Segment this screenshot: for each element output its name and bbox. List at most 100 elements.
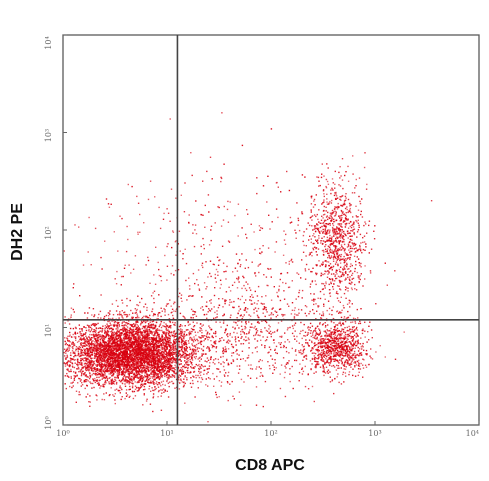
event-point <box>159 357 160 358</box>
event-point <box>85 388 86 389</box>
event-point <box>90 376 91 377</box>
event-point <box>168 352 169 353</box>
event-point <box>127 344 128 345</box>
event-point <box>114 367 115 368</box>
event-point <box>107 378 108 379</box>
event-point <box>183 382 184 383</box>
event-point <box>92 352 93 353</box>
event-point <box>192 380 193 381</box>
event-point <box>125 350 126 351</box>
event-point <box>158 382 159 383</box>
event-point <box>148 354 149 355</box>
event-point <box>137 358 138 359</box>
event-point <box>154 350 155 351</box>
event-point <box>131 324 132 325</box>
event-point <box>167 339 168 340</box>
event-point <box>137 341 138 342</box>
event-point <box>162 342 163 343</box>
event-point <box>126 345 127 346</box>
event-point <box>160 323 161 324</box>
event-point <box>109 383 110 384</box>
event-point <box>199 373 200 374</box>
event-point <box>122 396 123 397</box>
event-point <box>82 355 83 356</box>
event-point <box>144 334 145 335</box>
event-point <box>81 379 82 380</box>
event-point <box>184 331 185 332</box>
event-point <box>173 318 174 319</box>
event-point <box>148 334 149 335</box>
event-point <box>154 338 155 339</box>
event-point <box>80 370 81 371</box>
event-point <box>137 327 138 328</box>
event-point <box>153 365 154 366</box>
event-point <box>91 363 92 364</box>
event-point <box>160 385 161 386</box>
event-point <box>178 344 179 345</box>
event-point <box>108 348 109 349</box>
event-point <box>145 341 146 342</box>
event-point <box>175 336 176 337</box>
event-point <box>91 328 92 329</box>
event-point <box>131 372 132 373</box>
event-point <box>193 371 194 372</box>
event-point <box>138 305 139 306</box>
event-point <box>159 312 160 313</box>
event-point <box>133 323 134 324</box>
event-point <box>193 340 194 341</box>
event-point <box>141 341 142 342</box>
event-point <box>143 359 144 360</box>
event-point <box>115 364 116 365</box>
event-point <box>151 344 152 345</box>
event-point <box>119 358 120 359</box>
event-point <box>97 345 98 346</box>
event-point <box>116 310 117 311</box>
event-point <box>73 371 74 372</box>
event-point <box>156 350 157 351</box>
event-point <box>189 338 190 339</box>
event-point <box>149 352 150 353</box>
event-point <box>162 384 163 385</box>
event-point <box>166 334 167 335</box>
event-point <box>125 352 126 353</box>
event-point <box>69 386 70 387</box>
event-point <box>116 370 117 371</box>
event-point <box>103 350 104 351</box>
event-point <box>75 359 76 360</box>
event-point <box>167 325 168 326</box>
event-point <box>88 341 89 342</box>
event-point <box>112 374 113 375</box>
event-point <box>112 345 113 346</box>
event-point <box>163 358 164 359</box>
event-point <box>80 344 81 345</box>
event-point <box>112 340 113 341</box>
event-point <box>125 386 126 387</box>
event-point <box>82 371 83 372</box>
event-point <box>184 364 185 365</box>
event-point <box>124 314 125 315</box>
event-point <box>200 381 201 382</box>
event-point <box>138 377 139 378</box>
event-point <box>154 376 155 377</box>
event-point <box>126 392 127 393</box>
event-point <box>135 317 136 318</box>
event-point <box>82 384 83 385</box>
event-point <box>166 380 167 381</box>
event-point <box>112 370 113 371</box>
event-point <box>143 376 144 377</box>
event-point <box>167 329 168 330</box>
event-point <box>102 328 103 329</box>
event-point <box>112 350 113 351</box>
event-point <box>82 350 83 351</box>
event-point <box>142 381 143 382</box>
event-point <box>74 367 75 368</box>
event-point <box>132 391 133 392</box>
event-point <box>192 349 193 350</box>
event-point <box>87 376 88 377</box>
event-point <box>151 373 152 374</box>
event-point <box>74 336 75 337</box>
event-point <box>111 380 112 381</box>
event-point <box>85 368 86 369</box>
event-point <box>146 359 147 360</box>
event-point <box>104 354 105 355</box>
